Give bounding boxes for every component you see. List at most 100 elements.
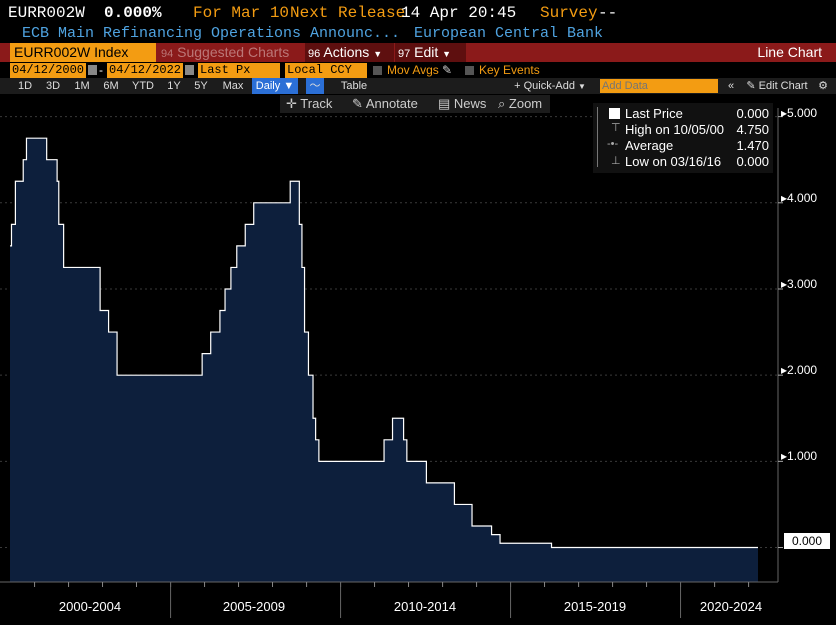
y-tick-label: ▸5.000 <box>781 106 818 120</box>
chart-tools: ✛ Track ✎ Annotate ▤ News ⌕ Zoom <box>280 95 550 113</box>
y-tick-label: ▸3.000 <box>781 277 818 291</box>
actions-label: Actions <box>323 44 370 60</box>
range-5y[interactable]: 5Y <box>194 80 208 92</box>
suggested-num: 94 <box>161 48 174 60</box>
end-date-field[interactable]: 04/12/2022 <box>107 63 183 78</box>
high-marker-icon: ⊤ <box>611 122 621 134</box>
zoom-button[interactable]: ⌕ Zoom <box>498 95 542 113</box>
edit-num: 97 <box>398 48 411 60</box>
legend-low-value: 0.000 <box>736 154 769 169</box>
track-label: Track <box>300 96 333 111</box>
current-value-box: 0.000 <box>784 533 830 549</box>
annotate-label: Annotate <box>365 96 418 111</box>
current-value: 0.000% <box>104 4 162 22</box>
chevron-down-icon: ▼ <box>283 80 295 92</box>
news-button[interactable]: ▤ News <box>438 95 486 113</box>
table-button[interactable]: Table <box>340 80 368 92</box>
edit-label: Edit <box>414 44 439 60</box>
legend[interactable]: Last Price 0.000 ⊤ High on 10/05/00 4.75… <box>593 103 773 173</box>
range-1y[interactable]: 1Y <box>167 80 181 92</box>
collapse-icon[interactable]: « <box>727 80 735 92</box>
legend-last-price-label: Last Price <box>625 106 683 121</box>
x-period-label: 2005-2009 <box>222 599 286 614</box>
legend-high-label: High on 10/05/00 <box>625 122 725 137</box>
actions-num: 96 <box>308 48 321 60</box>
chart-type-label[interactable]: Line Chart <box>757 44 822 60</box>
legend-average-value: 1.470 <box>736 138 769 153</box>
next-release-label: Next Release <box>290 4 406 22</box>
series-area <box>10 138 758 582</box>
toolbar: EURR002W Index 94 Suggested Charts 96 Ac… <box>0 43 836 62</box>
key-events-label: Key Events <box>479 63 540 77</box>
currency-select[interactable]: Local CCY <box>285 63 367 78</box>
add-data-input[interactable] <box>600 79 718 93</box>
magnifier-icon: ⌕ <box>498 96 506 111</box>
low-marker-icon: ⊥ <box>611 155 621 167</box>
edit-chart-label: Edit Chart <box>758 80 808 92</box>
range-max[interactable]: Max <box>222 80 244 92</box>
range-ytd[interactable]: YTD <box>132 80 154 92</box>
start-date-field[interactable]: 04/12/2000 <box>10 63 86 78</box>
range-1d[interactable]: 1D <box>17 80 33 92</box>
actions-button[interactable]: 96 Actions ▼ <box>305 43 394 62</box>
ticker: EURR002W <box>8 4 85 22</box>
legend-low-label: Low on 03/16/16 <box>625 154 722 169</box>
quick-add-label: Quick-Add <box>523 80 575 92</box>
security-label: EURR002W Index <box>14 44 129 60</box>
series-line <box>10 137 758 549</box>
next-release-time: 14 Apr 20:45 <box>401 4 517 22</box>
x-period-label: 2015-2019 <box>563 599 627 614</box>
news-label: News <box>453 96 487 111</box>
x-period-label: 2000-2004 <box>58 599 122 614</box>
key-events-checkbox[interactable] <box>465 66 474 75</box>
legend-last-price-value: 0.000 <box>736 106 769 121</box>
security-field[interactable]: EURR002W Index <box>10 43 156 62</box>
range-3d[interactable]: 3D <box>45 80 61 92</box>
pencil-icon: ✎ <box>352 96 363 111</box>
zoom-label: Zoom <box>508 96 543 111</box>
gear-icon[interactable]: ⚙ <box>818 80 828 92</box>
chevron-down-icon: ▼ <box>442 49 452 59</box>
document-icon: ▤ <box>438 96 451 111</box>
pencil-icon[interactable]: ✎ <box>442 63 453 77</box>
y-tick-label: ▸2.000 <box>781 363 818 377</box>
suggested-charts-button[interactable]: 94 Suggested Charts <box>158 43 305 62</box>
legend-swatch <box>609 108 620 119</box>
for-date: For Mar 10 <box>193 4 290 22</box>
calendar-icon[interactable] <box>185 65 194 75</box>
pencil-icon: ✎ <box>746 80 756 92</box>
frequency-label: Daily <box>255 80 281 92</box>
y-tick-label: ▸1.000 <box>781 449 818 463</box>
header-line-2: ECB Main Refinancing Operations Announc.… <box>0 24 836 42</box>
line-style-icon[interactable]: 〜 <box>306 78 324 94</box>
description: ECB Main Refinancing Operations Announc.… <box>22 25 401 42</box>
track-button[interactable]: ✛ Track <box>286 95 332 113</box>
average-marker-icon: -•- <box>607 138 619 150</box>
quick-add-button[interactable]: + Quick-Add ▼ <box>510 78 590 94</box>
source: European Central Bank <box>414 25 604 42</box>
x-period-label: 2020-2024 <box>699 599 763 614</box>
crosshair-icon: ✛ <box>286 96 297 111</box>
field-select[interactable]: Last Px <box>198 63 280 78</box>
legend-high-value: 4.750 <box>736 122 769 137</box>
x-period-label: 2010-2014 <box>393 599 457 614</box>
params-bar: 04/12/2000 - 04/12/2022 Last Px Local CC… <box>0 63 836 78</box>
calendar-icon[interactable] <box>88 65 97 75</box>
range-6m[interactable]: 6M <box>103 80 119 92</box>
chevron-down-icon: ▼ <box>578 82 586 91</box>
range-bar: 1D 3D 1M 6M YTD 1Y 5Y Max Daily ▼ 〜 Tabl… <box>0 78 836 94</box>
mov-avgs-label: Mov Avgs <box>387 63 439 77</box>
survey-value: -- <box>598 4 618 22</box>
survey-label: Survey <box>540 4 598 22</box>
mov-avgs-checkbox[interactable] <box>373 66 382 75</box>
edit-chart-button[interactable]: ✎ Edit Chart <box>742 78 812 94</box>
header-line-1: EURR002W 0.000% For Mar 10 Next Release … <box>0 0 836 24</box>
range-1m[interactable]: 1M <box>74 80 90 92</box>
plus-icon: + <box>514 80 521 92</box>
frequency-select[interactable]: Daily ▼ <box>252 78 298 94</box>
edit-button[interactable]: 97 Edit ▼ <box>395 43 466 62</box>
legend-average-label: Average <box>625 138 674 153</box>
chevron-down-icon: ▼ <box>373 49 383 59</box>
annotate-button[interactable]: ✎ Annotate <box>352 95 418 113</box>
y-tick-label: ▸4.000 <box>781 191 818 205</box>
